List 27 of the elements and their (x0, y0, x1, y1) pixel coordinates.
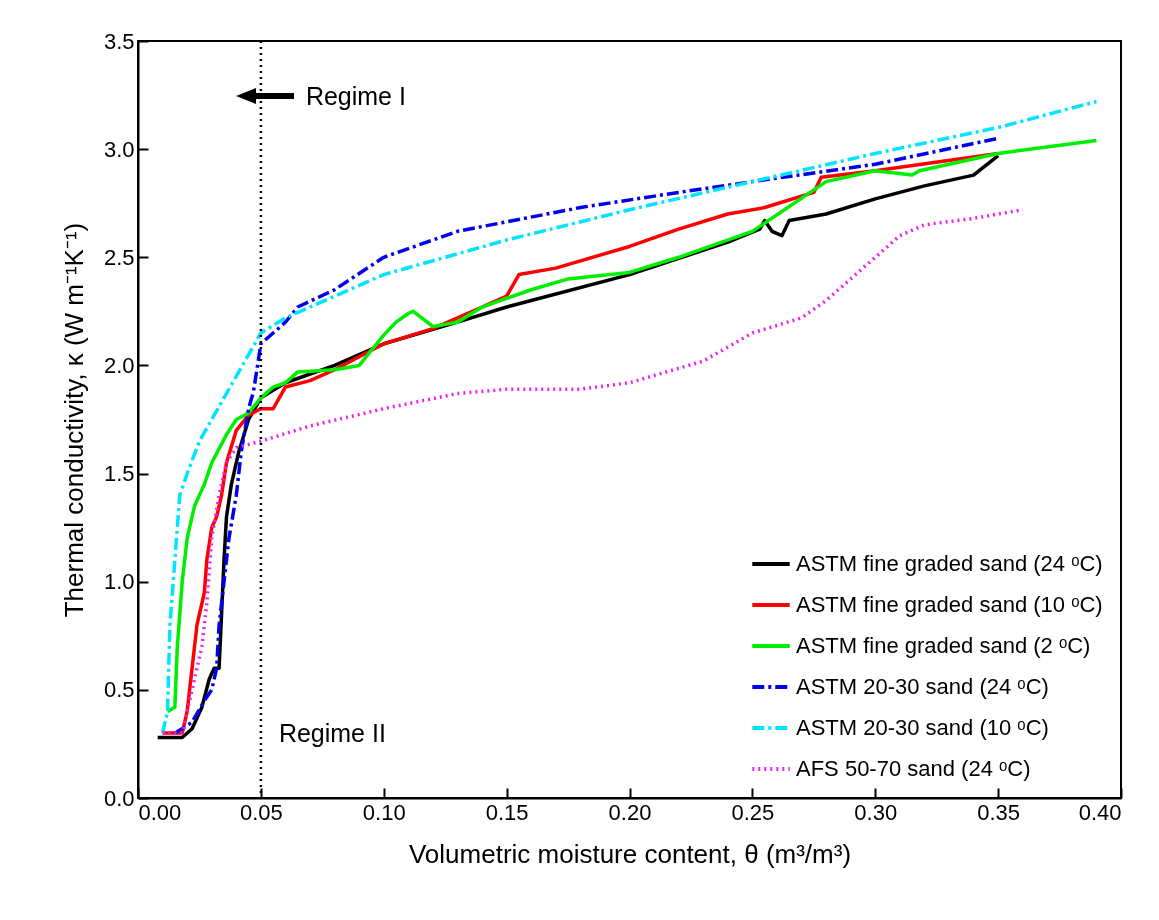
y-tick-label: 3.5 (103, 28, 135, 54)
x-tick-label: 0.15 (485, 799, 529, 825)
y-tick-label: 1.5 (103, 461, 135, 487)
y-tick-label: 3.0 (103, 136, 135, 162)
x-tick-label: 0.10 (362, 799, 406, 825)
legend-label: ASTM 20-30 sand (10 ᵒC) (796, 715, 1049, 740)
legend-label: AFS 50-70 sand (24 ᵒC) (796, 756, 1031, 781)
x-tick-label: 0.30 (854, 799, 898, 825)
x-tick-label: 0.00 (138, 799, 182, 825)
x-tick-label: 0.35 (977, 799, 1021, 825)
legend-label: ASTM fine graded sand (24 ᵒC) (796, 551, 1103, 576)
y-tick-label: 0.0 (103, 785, 135, 811)
legend-label: ASTM 20-30 sand (24 ᵒC) (796, 674, 1049, 699)
y-tick-label: 2.0 (103, 352, 135, 378)
x-axis-title: Volumetric moisture content, θ (m³/m³) (408, 838, 852, 869)
legend-label: ASTM fine graded sand (2 ᵒC) (796, 633, 1091, 658)
annotation: Regime II (278, 719, 386, 748)
x-tick-label: 0.25 (731, 799, 775, 825)
x-tick-label: 0.05 (239, 799, 283, 825)
y-tick-label: 0.5 (103, 677, 135, 703)
x-tick-label: 0.20 (608, 799, 652, 825)
x-tick-label: 0.40 (1078, 799, 1122, 825)
y-tick-label: 2.5 (103, 244, 135, 270)
y-tick-label: 1.0 (103, 569, 135, 595)
y-axis-title: Thermal conductivity, κ (W m⁻¹K⁻¹) (58, 222, 89, 618)
annotation: Regime I (305, 82, 406, 111)
legend-label: ASTM fine graded sand (10 ᵒC) (796, 592, 1103, 617)
